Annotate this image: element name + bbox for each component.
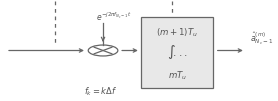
- Text: $\int\!...$: $\int\!...$: [167, 44, 188, 62]
- Bar: [141, 17, 214, 88]
- Text: $f_k = k\Delta f$: $f_k = k\Delta f$: [84, 86, 117, 98]
- Text: $e^{-j2\pi f_{N_c-1}t}$: $e^{-j2\pi f_{N_c-1}t}$: [96, 11, 131, 23]
- Text: $(m+1)T_u$: $(m+1)T_u$: [156, 26, 198, 39]
- Text: $\hat{a}^{(m)}_{N_c-1}$: $\hat{a}^{(m)}_{N_c-1}$: [250, 30, 273, 47]
- Text: $mT_u$: $mT_u$: [168, 69, 187, 82]
